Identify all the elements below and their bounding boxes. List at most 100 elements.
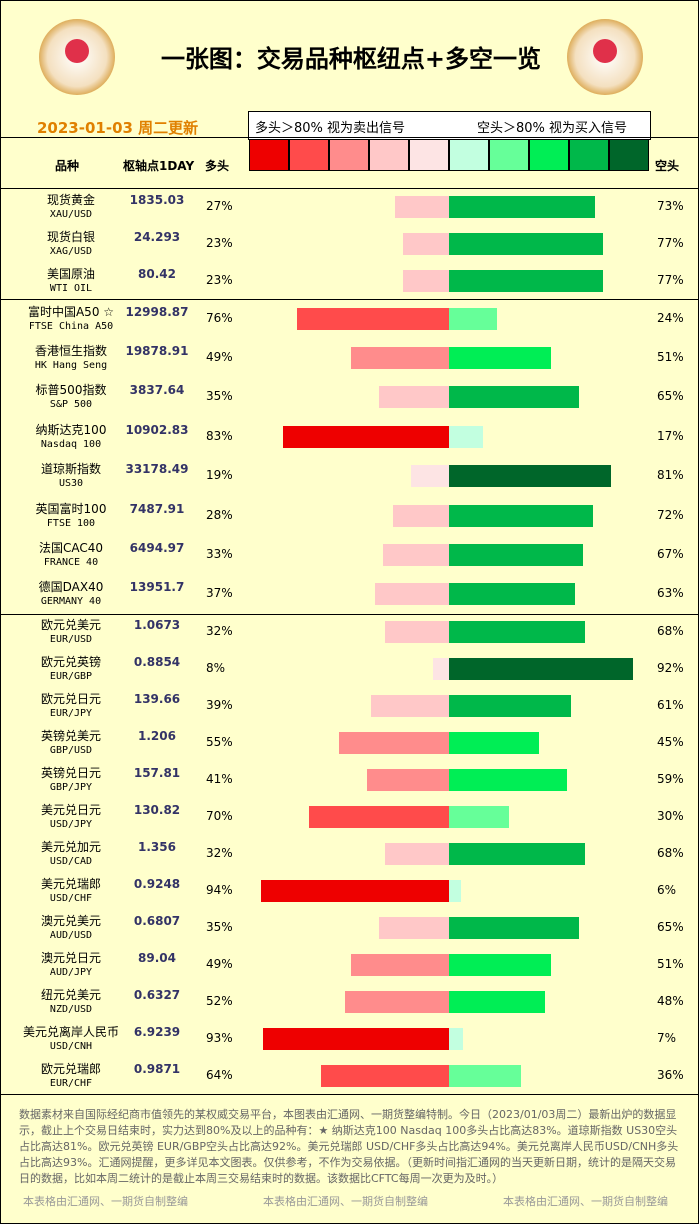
short-pct: 68% xyxy=(657,846,684,860)
long-bar xyxy=(379,916,449,939)
long-bar xyxy=(263,1027,449,1050)
legend-swatch xyxy=(529,139,569,171)
credit: 本表格由汇通网、一期货自制整编 xyxy=(263,1195,428,1208)
row-code: AUD/USD xyxy=(49,929,93,941)
short-bar xyxy=(449,769,567,792)
long-pct: 37% xyxy=(206,586,233,601)
short-pct: 45% xyxy=(657,735,684,750)
pivot: 0.6327 xyxy=(133,987,181,1002)
legend-swatch xyxy=(249,139,289,171)
pivot: 1.356 xyxy=(138,840,176,854)
legend-swatch xyxy=(289,139,329,171)
legend-swatch xyxy=(449,139,489,171)
row-name: 英镑兑日元 xyxy=(40,766,101,781)
short-pct: 51% xyxy=(657,350,684,365)
short-pct: 72% xyxy=(657,507,684,522)
long-bar xyxy=(375,583,449,606)
short-pct: 73% xyxy=(657,198,684,213)
footer-text: 数据素材来自国际经纪商市值领先的某权威交易平台，本图表由汇通网、一期货整编特制。… xyxy=(19,1108,679,1185)
rule xyxy=(1,137,698,138)
short-bar xyxy=(449,543,583,566)
long-pct: 94% xyxy=(206,882,233,897)
row-code: EUR/USD xyxy=(49,634,93,646)
row-name: 欧元兑瑞郎 xyxy=(40,1061,101,1076)
row-name: 德国DAX40 xyxy=(38,580,104,595)
short-pct: 17% xyxy=(657,428,684,443)
rule xyxy=(1,299,698,300)
legend-swatch xyxy=(609,139,649,171)
long-pct: 27% xyxy=(206,198,233,213)
row-code: NZD/USD xyxy=(49,1003,93,1015)
long-pct: 35% xyxy=(206,919,233,934)
long-bar xyxy=(297,307,449,330)
pivot: 0.9248 xyxy=(133,876,181,891)
row-name: 现货白银 xyxy=(46,229,95,244)
rule xyxy=(1,1094,698,1095)
row-code: US30 xyxy=(58,478,84,490)
short-bar xyxy=(449,1064,521,1087)
short-pct: 77% xyxy=(657,235,684,250)
row-code: Nasdaq 100 xyxy=(40,438,102,450)
row-code: XAG/USD xyxy=(49,245,93,257)
long-pct: 8% xyxy=(206,661,226,676)
pivot: 1.0673 xyxy=(133,618,181,633)
credit: 本表格由汇通网、一期货自制整编 xyxy=(503,1195,668,1208)
short-bar xyxy=(449,621,585,644)
long-pct: 23% xyxy=(206,235,233,250)
row-name: 欧元兑美元 xyxy=(40,618,101,633)
short-pct: 24% xyxy=(657,310,684,325)
long-bar xyxy=(395,195,449,218)
short-pct: 59% xyxy=(657,772,684,787)
short-bar xyxy=(449,195,595,218)
short-pct: 92% xyxy=(657,661,684,676)
row-name: 澳元兑美元 xyxy=(40,913,101,928)
row-name: 美元兑日元 xyxy=(40,803,101,818)
long-bar xyxy=(383,543,449,566)
long-bar xyxy=(309,806,449,829)
col-long: 多头 xyxy=(205,159,230,173)
pivot: 0.6807 xyxy=(133,913,181,928)
long-bar xyxy=(367,769,449,792)
row-code: WTI OIL xyxy=(49,282,93,294)
short-pct: 7% xyxy=(657,1030,677,1045)
pivot: 12998.87 xyxy=(125,304,189,319)
long-pct: 83% xyxy=(206,428,233,443)
row-code: FTSE 100 xyxy=(46,517,96,529)
long-pct: 70% xyxy=(206,809,233,824)
short-pct: 51% xyxy=(657,956,684,971)
short-bar xyxy=(449,425,483,448)
row-name: 美元兑加元 xyxy=(40,840,101,854)
short-pct: 68% xyxy=(657,624,684,639)
rule xyxy=(1,614,698,615)
short-pct: 65% xyxy=(657,389,684,404)
long-pct: 49% xyxy=(206,956,233,971)
long-bar xyxy=(393,504,449,527)
pivot: 80.42 xyxy=(138,266,176,281)
legend-short: 空头＞80% 视为买入信号 xyxy=(477,121,628,136)
long-pct: 55% xyxy=(206,735,233,750)
row-code: FRANCE 40 xyxy=(43,556,99,568)
row-name: 美元兑瑞郎 xyxy=(40,876,101,891)
pivot: 19878.91 xyxy=(125,344,189,359)
long-pct: 76% xyxy=(206,310,233,325)
short-pct: 81% xyxy=(657,468,684,483)
short-bar xyxy=(449,465,611,488)
legend-swatch xyxy=(409,139,449,171)
long-pct: 39% xyxy=(206,698,233,713)
long-bar xyxy=(345,990,449,1013)
logo xyxy=(39,19,115,95)
pivot: 139.66 xyxy=(133,692,181,707)
row-code: GERMANY 40 xyxy=(40,596,102,608)
long-pct: 49% xyxy=(206,350,233,365)
short-bar xyxy=(449,806,509,829)
row-code: EUR/JPY xyxy=(49,708,93,720)
row-name: 纳斯达克100 xyxy=(35,422,107,437)
legend-swatch xyxy=(489,139,529,171)
date: 2023-01-03 周二更新 xyxy=(37,119,199,137)
long-bar xyxy=(261,879,449,902)
row-code: USD/CAD xyxy=(49,856,93,867)
short-pct: 77% xyxy=(657,272,684,287)
pivot: 1.206 xyxy=(138,729,176,744)
long-pct: 33% xyxy=(206,546,233,561)
